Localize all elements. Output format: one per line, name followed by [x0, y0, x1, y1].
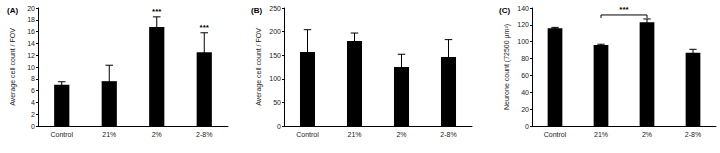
svg-text:120: 120 — [517, 21, 529, 28]
svg-text:12: 12 — [27, 52, 35, 59]
svg-text:4: 4 — [31, 99, 35, 106]
svg-text:2-8%: 2-8% — [685, 131, 701, 138]
svg-text:21%: 21% — [347, 131, 361, 138]
svg-text:2: 2 — [31, 111, 35, 118]
svg-text:50: 50 — [273, 99, 281, 106]
svg-text:Control: Control — [544, 131, 567, 138]
svg-text:(A): (A) — [7, 6, 18, 15]
svg-text:2%: 2% — [152, 131, 162, 138]
svg-text:0: 0 — [277, 123, 281, 130]
svg-text:2%: 2% — [642, 131, 652, 138]
svg-text:18: 18 — [27, 16, 35, 23]
svg-text:***: *** — [200, 23, 210, 32]
svg-text:100: 100 — [517, 38, 529, 45]
svg-text:Control: Control — [50, 131, 73, 138]
svg-text:(C): (C) — [499, 6, 510, 15]
svg-text:200: 200 — [269, 28, 281, 35]
svg-text:80: 80 — [521, 55, 529, 62]
svg-text:21%: 21% — [102, 131, 116, 138]
svg-text:150: 150 — [269, 52, 281, 59]
svg-text:20: 20 — [27, 5, 35, 12]
svg-text:***: *** — [619, 5, 629, 14]
svg-text:20: 20 — [521, 106, 529, 113]
svg-text:2-8%: 2-8% — [440, 131, 456, 138]
svg-text:10: 10 — [27, 64, 35, 71]
svg-text:250: 250 — [269, 5, 281, 12]
svg-text:2-8%: 2-8% — [196, 131, 212, 138]
svg-text:2%: 2% — [396, 131, 406, 138]
svg-text:8: 8 — [31, 75, 35, 82]
svg-text:40: 40 — [521, 89, 529, 96]
svg-text:0: 0 — [525, 123, 529, 130]
svg-text:6: 6 — [31, 87, 35, 94]
svg-text:(B): (B) — [251, 6, 262, 15]
svg-text:Average cell count / FOV: Average cell count / FOV — [9, 28, 17, 106]
svg-text:0: 0 — [31, 123, 35, 130]
svg-text:Average cell count / FOV: Average cell count / FOV — [255, 28, 263, 106]
svg-text:Neurone count (72500 µm²): Neurone count (72500 µm²) — [503, 24, 511, 110]
svg-text:140: 140 — [517, 5, 529, 12]
svg-text:Control: Control — [296, 131, 319, 138]
svg-text:***: *** — [152, 7, 162, 16]
svg-text:21%: 21% — [594, 131, 608, 138]
svg-text:60: 60 — [521, 72, 529, 79]
svg-text:16: 16 — [27, 28, 35, 35]
svg-text:14: 14 — [27, 40, 35, 47]
svg-text:100: 100 — [269, 75, 281, 82]
